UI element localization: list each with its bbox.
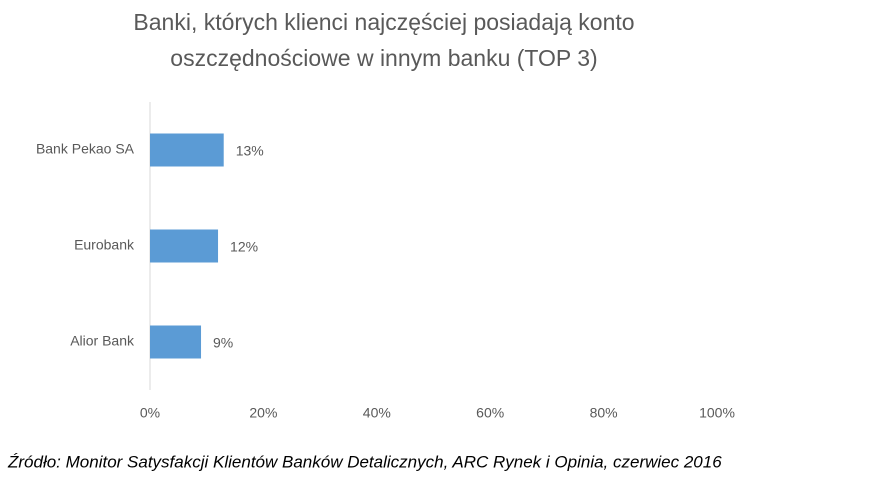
y-tick-label: Bank Pekao SA [36, 141, 135, 157]
x-tick-label: 0% [140, 405, 160, 421]
source-note: Źródło: Monitor Satysfakcji Klientów Ban… [7, 452, 722, 471]
bar [150, 325, 202, 359]
data-label: 12% [230, 239, 258, 255]
data-label: 13% [236, 143, 264, 159]
x-tick-label: 40% [363, 405, 391, 421]
x-tick-label: 80% [590, 405, 618, 421]
y-tick-label: Alior Bank [70, 333, 135, 349]
chart-title: oszczędnościowe w innym banku (TOP 3) [170, 45, 597, 71]
data-label: 9% [213, 335, 233, 351]
x-tick-label: 60% [476, 405, 504, 421]
chart-title: Banki, których klienci najczęściej posia… [133, 9, 634, 35]
y-tick-label: Eurobank [74, 237, 135, 253]
bar [150, 133, 224, 167]
bar [150, 229, 219, 263]
x-tick-label: 100% [699, 405, 735, 421]
x-tick-label: 20% [249, 405, 277, 421]
